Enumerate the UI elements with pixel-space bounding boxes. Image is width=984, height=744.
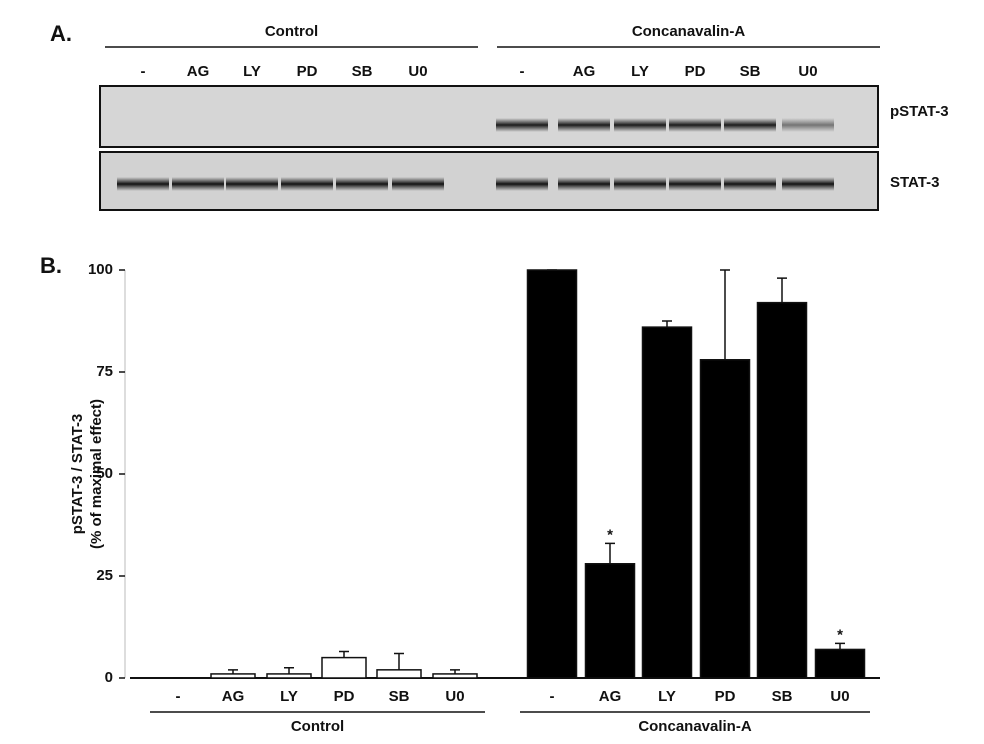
- error-bar: [394, 654, 404, 670]
- x-tick-label: SB: [389, 688, 410, 705]
- lane-label: -: [141, 63, 146, 80]
- x-tick-label: LY: [280, 688, 298, 705]
- lane-label: PD: [297, 63, 318, 80]
- y-axis-label: (% of maximal effect): [88, 399, 105, 549]
- x-tick-label: -: [550, 688, 555, 705]
- significance: *: [837, 626, 843, 643]
- y-axis-label: pSTAT-3 / STAT-3: [69, 414, 86, 535]
- panel-label: B.: [40, 253, 62, 278]
- band: [172, 177, 224, 191]
- band: [614, 177, 666, 191]
- lane-label: LY: [243, 63, 261, 80]
- band: [724, 118, 776, 132]
- lane-label: U0: [408, 63, 427, 80]
- x-tick-label: PD: [715, 688, 736, 705]
- x-tick-label: AG: [599, 688, 622, 705]
- error-bar: [720, 270, 730, 360]
- lane-label: U0: [798, 63, 817, 80]
- bar: [528, 270, 577, 678]
- y-tick-label: 25: [96, 567, 113, 584]
- significance: *: [607, 526, 613, 543]
- band: [392, 177, 444, 191]
- x-tick-label: LY: [658, 688, 676, 705]
- lane-label: AG: [187, 63, 210, 80]
- band: [558, 118, 610, 132]
- bar: [816, 649, 865, 678]
- band: [669, 118, 721, 132]
- band: [782, 177, 834, 191]
- y-tick-label: 0: [105, 669, 113, 686]
- error-bar: [777, 278, 787, 302]
- band: [669, 177, 721, 191]
- lane-label: LY: [631, 63, 649, 80]
- body: A. B. Control - AG LY PD SB U0 Concanavalin-A - A…: [0, 0, 984, 744]
- error-bar: [339, 651, 349, 657]
- group-label: Concanavalin-A: [632, 23, 746, 40]
- bar: [701, 360, 750, 678]
- band: [496, 118, 548, 132]
- band: [496, 177, 548, 191]
- panel-label: A.: [50, 21, 72, 46]
- lane-label: PD: [685, 63, 706, 80]
- band: [782, 118, 834, 132]
- lane-label: -: [520, 63, 525, 80]
- band: [724, 177, 776, 191]
- x-tick-label: -: [176, 688, 181, 705]
- bar: [267, 674, 311, 678]
- band-label: pSTAT-3: [890, 103, 949, 120]
- group-label: Control: [265, 23, 318, 40]
- lane-label: AG: [573, 63, 596, 80]
- error-bar: [835, 643, 845, 649]
- group-label: Control: [291, 718, 344, 735]
- error-bar: [662, 321, 672, 327]
- band: [226, 177, 278, 191]
- band: [117, 177, 169, 191]
- band: [336, 177, 388, 191]
- bar: [211, 674, 255, 678]
- error-bar: [605, 543, 615, 563]
- y-tick-label: 75: [96, 363, 113, 380]
- bar: [377, 670, 421, 678]
- x-tick-label: U0: [445, 688, 464, 705]
- bar: [433, 674, 477, 678]
- lane-label: SB: [740, 63, 761, 80]
- y-tick-label: 100: [88, 261, 113, 278]
- x-tick-label: SB: [772, 688, 793, 705]
- figure: A. B. Control - AG LY PD SB U0 Concanavalin-A - A…: [0, 0, 984, 739]
- x-tick-label: U0: [830, 688, 849, 705]
- band: [281, 177, 333, 191]
- band-label: STAT-3: [890, 174, 939, 191]
- bar: [586, 564, 635, 678]
- group-label: Concanavalin-A: [638, 718, 752, 735]
- lane-label: SB: [352, 63, 373, 80]
- band: [558, 177, 610, 191]
- page: pSTAT-3 figure {"blot": {"panel_label": …: [0, 0, 984, 744]
- bar: [322, 658, 366, 678]
- band: [614, 118, 666, 132]
- bar: [643, 327, 692, 678]
- blot-strip: [100, 86, 878, 147]
- x-tick-label: PD: [334, 688, 355, 705]
- x-tick-label: AG: [222, 688, 245, 705]
- bar: [758, 303, 807, 678]
- error-bar: [284, 668, 294, 674]
